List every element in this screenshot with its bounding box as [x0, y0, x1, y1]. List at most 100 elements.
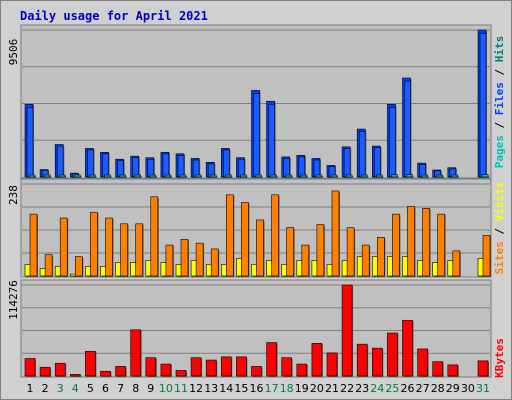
pages-bar	[255, 174, 262, 178]
hits-ymax-label: 9506	[7, 39, 20, 66]
sites-bar	[316, 224, 325, 277]
day-label: 21	[325, 382, 339, 395]
sites-bar	[301, 244, 310, 277]
kbytes-bar	[115, 366, 126, 377]
pages-bar	[134, 174, 141, 178]
pages-bar	[164, 174, 172, 178]
files-bar	[268, 104, 275, 178]
kbytes-bar	[145, 357, 157, 377]
pages-bar	[406, 174, 413, 178]
hits-side-label-part: /	[493, 115, 506, 135]
sites-bar	[376, 237, 385, 277]
files-bar	[479, 32, 487, 178]
kbytes-bar	[85, 351, 96, 377]
kbytes-bar	[236, 356, 247, 377]
pages-bar	[43, 174, 51, 178]
sites-bar	[286, 227, 295, 277]
files-bar	[162, 153, 170, 178]
hits-panel	[22, 29, 490, 179]
files-bar	[404, 80, 411, 178]
files-bar	[358, 131, 366, 178]
files-bar	[26, 107, 34, 178]
day-label: 1	[27, 382, 34, 395]
pages-bar	[240, 174, 247, 178]
hits-side-legend: Pages / Files / Hits	[493, 36, 506, 169]
files-bar	[132, 157, 139, 178]
chart-title: Daily usage for April 2021	[20, 9, 208, 23]
files-bar	[373, 147, 381, 178]
kbytes-bar	[341, 284, 353, 377]
files-bar	[117, 160, 124, 178]
sites-bar	[226, 194, 234, 277]
pages-bar	[209, 174, 217, 178]
day-label: 15	[234, 382, 248, 395]
pages-bar	[375, 174, 383, 178]
pages-bar	[179, 174, 187, 178]
kbytes-bar	[70, 374, 81, 377]
sites-bar	[361, 244, 370, 277]
sites-bar	[150, 196, 159, 277]
day-label: 22	[340, 382, 354, 395]
pages-bar	[451, 174, 459, 178]
pages-bar	[330, 174, 338, 178]
day-label: 10	[159, 382, 173, 395]
day-label: 14	[219, 382, 233, 395]
sites-side-legend: Sites / Visits	[493, 182, 506, 275]
kbytes-bar	[39, 366, 51, 377]
sites-side-label-part: Sites	[493, 241, 506, 274]
sites-side-label-part: /	[493, 221, 506, 241]
kbytes-bar	[251, 366, 262, 377]
pages-bar	[300, 174, 308, 178]
day-label: 31	[476, 382, 490, 395]
pages-bar	[225, 174, 232, 178]
day-label: 27	[416, 382, 430, 395]
day-label: 19	[295, 382, 309, 395]
kbytes-bar	[417, 348, 428, 377]
files-bar	[238, 158, 245, 178]
kbytes-bar	[432, 361, 444, 377]
day-label: 28	[431, 382, 445, 395]
kbytes-bar	[24, 358, 36, 377]
kbytes-bar	[100, 370, 111, 377]
hits-side-label-part: Pages	[493, 135, 506, 168]
sites-bar	[422, 208, 430, 277]
sites-side-label: Sites / Visits	[493, 182, 506, 275]
kbytes-bar	[160, 363, 172, 377]
sites-bar	[392, 213, 400, 277]
files-bar	[177, 155, 185, 178]
kbytes-bar	[387, 332, 398, 377]
pages-bar	[315, 174, 323, 178]
day-label: 16	[250, 382, 264, 395]
files-bar	[389, 107, 396, 178]
files-bar	[147, 158, 155, 178]
kbytes-bar	[54, 362, 66, 377]
files-bar	[343, 148, 351, 178]
sites-bar	[346, 227, 355, 277]
files-bar	[102, 153, 109, 178]
sites-panel	[22, 183, 491, 277]
day-label: 12	[189, 382, 203, 395]
files-bar	[253, 93, 260, 178]
day-axis-labels: 1 2 3 4 5 6 7 8 9 10 11 12 13 14 15 16 17 18 19 20 21 22 23 24 2…	[27, 382, 491, 395]
files-bar	[56, 145, 64, 178]
pages-bar	[285, 174, 293, 178]
day-label: 8	[132, 382, 139, 395]
day-label: 9	[147, 382, 154, 395]
sites-side-label-part: Visits	[493, 182, 506, 222]
hits-side-label-part: Files	[493, 82, 506, 115]
day-label: 13	[204, 382, 218, 395]
day-label: 2	[42, 382, 49, 395]
sites-bar	[482, 235, 491, 277]
kbytes-ymax-label: 114276	[7, 280, 20, 320]
kbytes-bar	[296, 363, 308, 377]
day-label: 23	[355, 382, 369, 395]
sites-bar	[165, 244, 174, 277]
pages-bar	[270, 174, 277, 178]
kbytes-bar	[311, 343, 323, 377]
kbytes-bar	[205, 359, 217, 377]
kbytes-bar	[402, 319, 413, 377]
hits-side-label: Pages / Files / Hits	[493, 36, 506, 169]
sites-bar	[105, 217, 113, 277]
